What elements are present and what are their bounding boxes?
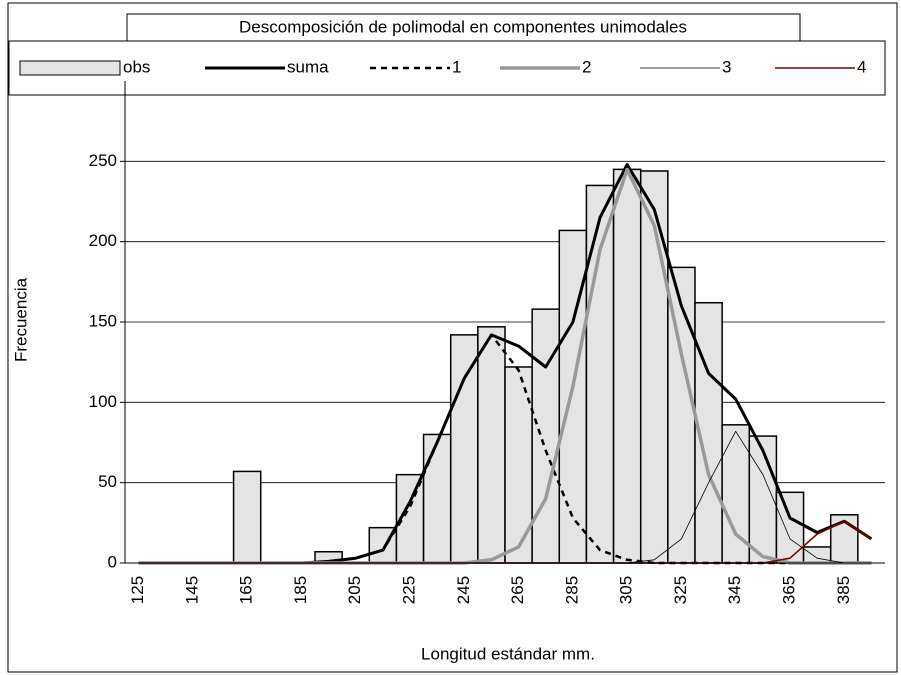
y-axis-label: Frecuencia [11,277,30,362]
y-tick-label: 50 [98,472,117,491]
legend-label: 4 [857,57,866,76]
x-tick-label: 305 [617,576,636,604]
legend-label: 1 [452,57,461,76]
x-tick-label: 285 [562,576,581,604]
x-tick-label: 325 [671,576,690,604]
x-axis-label: Longitud estándar mm. [421,644,595,663]
bar [477,326,506,564]
bar [232,470,262,564]
legend-label: 3 [722,57,731,76]
legend-label: 2 [582,57,591,76]
bar [422,433,452,564]
bar [802,546,832,564]
legend-label: suma [287,57,329,76]
x-tick-label: 265 [508,576,527,604]
x-tick-label: 185 [291,576,310,604]
bar [449,334,479,564]
y-tick-label: 200 [89,231,117,250]
x-tick-label: 145 [182,576,201,604]
x-tick-label: 345 [725,576,744,604]
bar [612,168,642,564]
y-tick-label: 250 [89,151,117,170]
x-tick-label: 205 [345,576,364,604]
bar [585,184,615,564]
x-tick-label: 365 [779,576,798,604]
x-tick-label: 245 [454,576,473,604]
title-box [126,13,801,42]
y-tick-label: 100 [89,392,117,411]
bar [775,491,805,564]
x-tick-label: 125 [128,576,147,604]
x-tick-label: 165 [237,576,256,604]
legend-swatch [19,60,121,76]
bar [748,435,778,564]
chart-title: Descomposición de polimodal en component… [239,17,687,36]
x-tick-label: 225 [399,576,418,604]
bar [531,308,561,564]
x-tick-label: 385 [834,576,853,604]
legend-label: obs [123,57,150,76]
y-tick-label: 0 [108,552,117,571]
y-tick-label: 150 [89,311,117,330]
